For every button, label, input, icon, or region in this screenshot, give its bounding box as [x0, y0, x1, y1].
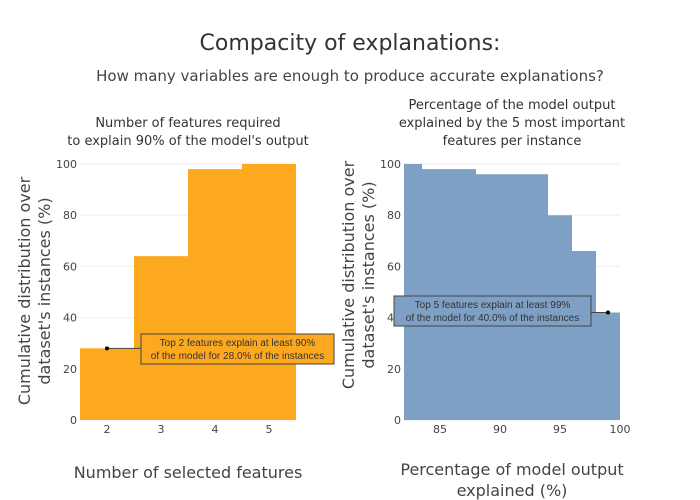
right-y-tick-label: 0 [394, 414, 401, 427]
figure-subtitle: How many variables are enough to produce… [96, 67, 604, 85]
bar-4 [188, 169, 242, 420]
right-x-axis-label-line-2: explained (%) [457, 481, 568, 500]
right-x-axis-label-line-1: Percentage of model output [400, 460, 623, 479]
left-y-axis-label-line-2: dataset's instances (%) [35, 197, 54, 384]
right-annotation-marker [606, 310, 610, 315]
right-y-tick-label: 100 [380, 158, 401, 171]
left-chart-title-line-2: to explain 90% of the model's output [67, 134, 308, 149]
figure-title: Compacity of explanations: [200, 31, 501, 56]
right-y-axis-label-line-1: Cumulative distribution over [339, 160, 358, 389]
left-x-tick-label: 2 [104, 423, 111, 436]
right-x-ticks: 85 90 95 100 [433, 423, 631, 436]
left-y-tick-label: 60 [63, 260, 77, 273]
left-y-tick-label: 40 [63, 312, 77, 325]
left-x-tick-label: 3 [158, 423, 165, 436]
left-y-ticks: 0 20 40 60 80 100 [56, 158, 77, 427]
left-x-tick-label: 4 [212, 423, 219, 436]
right-y-tick-label: 60 [387, 260, 401, 273]
right-x-tick-label: 90 [493, 423, 507, 436]
left-y-axis-label-line-1: Cumulative distribution over [15, 176, 34, 405]
right-y-tick-label: 80 [387, 209, 401, 222]
right-step-area [404, 164, 620, 420]
step-area-fill [404, 164, 620, 420]
right-y-tick-label: 20 [387, 363, 401, 376]
right-x-tick-label: 95 [553, 423, 567, 436]
right-x-tick-label: 100 [610, 423, 631, 436]
right-chart-title-line-2: explained by the 5 most important [399, 116, 625, 131]
left-annotation-marker [105, 346, 109, 351]
bar-2 [80, 348, 134, 420]
left-x-tick-label: 5 [266, 423, 273, 436]
left-y-tick-label: 80 [63, 209, 77, 222]
right-x-tick-label: 85 [433, 423, 447, 436]
left-annotation-line-1: Top 2 features explain at least 90% [160, 338, 316, 349]
left-y-tick-label: 0 [70, 414, 77, 427]
right-annotation: Top 5 features explain at least 99% of t… [393, 295, 610, 327]
left-annotation: Top 2 features explain at least 90% of t… [105, 333, 335, 365]
right-annotation-line-2: of the model for 40.0% of the instances [406, 313, 579, 324]
left-chart-title-line-1: Number of features required [95, 116, 280, 131]
right-chart-title-line-1: Percentage of the model output [409, 98, 616, 113]
right-annotation-box [393, 295, 592, 327]
left-bars [80, 164, 296, 420]
left-annotation-box [140, 333, 335, 365]
bar-5 [242, 164, 296, 420]
right-y-axis-label-line-2: dataset's instances (%) [359, 181, 378, 368]
left-annotation-line-2: of the model for 28.0% of the instances [151, 351, 324, 362]
left-y-tick-label: 20 [63, 363, 77, 376]
left-chart: Number of features required to explain 9… [15, 116, 335, 482]
right-annotation-line-1: Top 5 features explain at least 99% [415, 300, 571, 311]
left-x-ticks: 2 3 4 5 [104, 423, 273, 436]
left-x-axis-label: Number of selected features [74, 463, 303, 482]
right-chart-title-line-3: features per instance [443, 134, 582, 149]
left-y-tick-label: 100 [56, 158, 77, 171]
right-chart: Percentage of the model output explained… [339, 98, 631, 500]
